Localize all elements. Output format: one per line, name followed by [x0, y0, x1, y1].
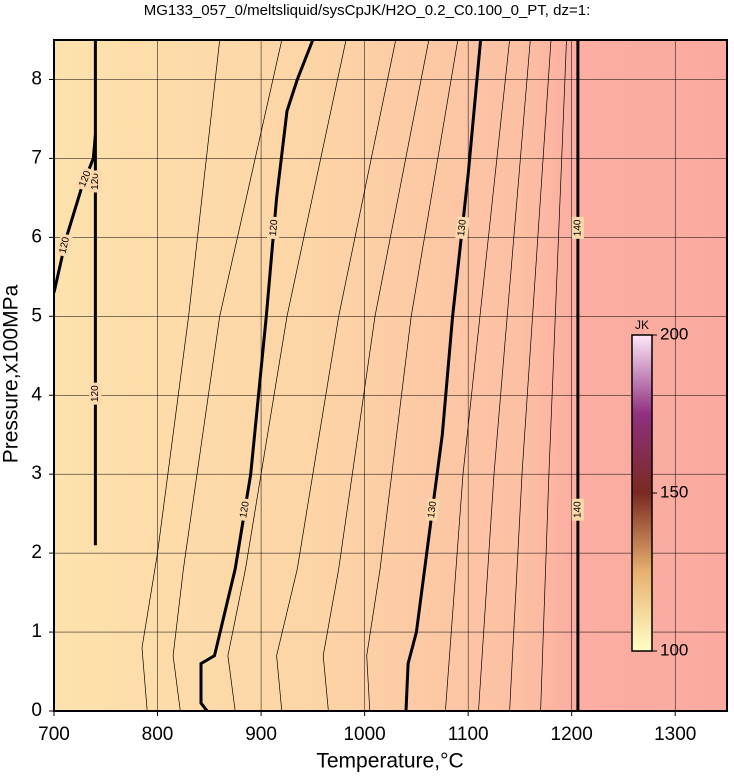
contour-label-bg [425, 498, 440, 522]
x-tick-label: 800 [142, 724, 174, 745]
contour-label-bg [267, 216, 281, 240]
contour-line [172, 40, 283, 711]
contour-label-bg [571, 498, 584, 521]
contour-line [478, 40, 531, 711]
plot-background [54, 40, 727, 711]
y-tick-label: 5 [31, 305, 42, 326]
contour-label: 120 [238, 500, 252, 519]
contour-label: 120 [268, 219, 280, 237]
contour-label: 120 [90, 173, 101, 190]
contour-label: 130 [456, 219, 469, 237]
contour-label: 120 [58, 236, 72, 255]
y-tick-label: 8 [31, 68, 42, 89]
contour-label: 120 [90, 385, 101, 402]
y-tick-label: 4 [31, 384, 42, 405]
contour-label: 130 [426, 500, 439, 518]
contour-label-bg [75, 166, 95, 192]
contour-line [322, 40, 430, 711]
y-tick-label: 2 [31, 542, 42, 563]
contour-label-bg [455, 216, 470, 240]
colorbar-tick-label: 150 [660, 482, 688, 501]
contour-line [141, 40, 221, 711]
contour-line [199, 40, 315, 711]
contour-label-bg [89, 382, 102, 405]
contour-label: 140 [573, 219, 584, 236]
contour-line [445, 40, 510, 711]
y-tick-label: 1 [31, 621, 42, 642]
chart-title: MG133_057_0/meltsliquid/sysCpJK/H2O_0.2_… [144, 2, 591, 19]
x-tick-label: 900 [245, 724, 277, 745]
contour-line [540, 40, 567, 711]
y-tick-label: 6 [31, 226, 42, 247]
contour-label: 140 [573, 501, 584, 518]
colorbar-label: JK [635, 318, 649, 332]
x-tick-label: 1100 [448, 724, 489, 745]
contour-label-bg [571, 216, 584, 239]
x-tick-label: 700 [38, 724, 70, 745]
x-tick-label: 1300 [654, 724, 696, 745]
y-tick-label: 3 [31, 463, 42, 484]
contour-line [276, 40, 397, 711]
colorbar-tick-label: 200 [660, 324, 688, 343]
x-axis-label: Temperature,°C [316, 750, 463, 773]
contour-line [366, 40, 459, 711]
contour-line [509, 40, 552, 711]
x-tick-label: 1200 [551, 724, 593, 745]
contour-line [227, 40, 347, 711]
plot-frame [53, 39, 728, 712]
colorbar-tick-label: 100 [660, 640, 688, 659]
y-tick-label: 7 [31, 147, 42, 168]
contour-label-bg [56, 233, 73, 258]
y-tick-label: 0 [31, 700, 42, 721]
contour-label-bg [237, 497, 253, 522]
contour-line [404, 40, 483, 711]
y-axis-label: Pressure,x100MPa [0, 284, 23, 463]
x-tick-label: 1000 [343, 724, 385, 745]
colorbar [631, 334, 653, 652]
